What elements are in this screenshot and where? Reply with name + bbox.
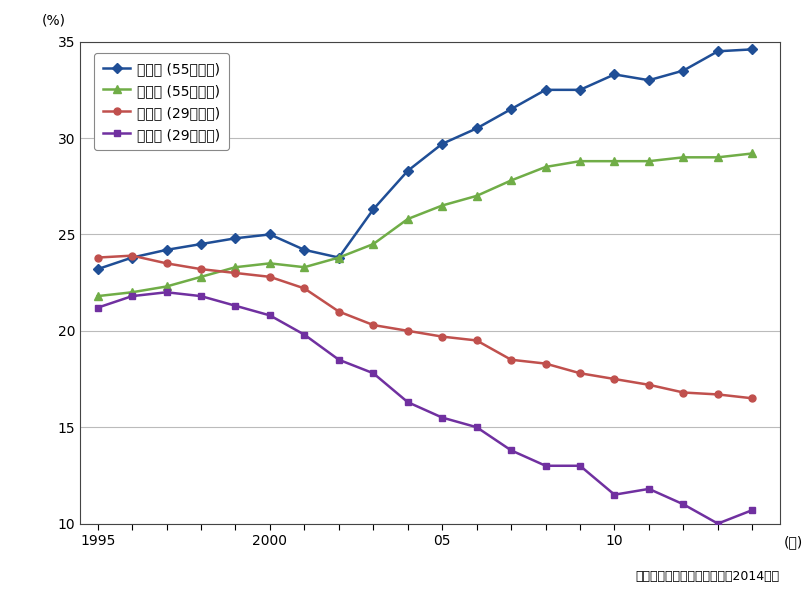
建設業 (29歳以下)	[437, 414, 446, 421]
建設業 (29歳以下)	[230, 302, 240, 309]
建設業 (55歳以上)	[402, 167, 412, 174]
全産業 (55歳以上)	[333, 254, 343, 261]
Text: (年): (年)	[782, 535, 801, 549]
建設業 (29歳以下)	[712, 520, 722, 527]
全産業 (55歳以上)	[437, 202, 446, 209]
全産業 (55歳以上)	[540, 164, 550, 171]
建設業 (55歳以上)	[609, 71, 618, 78]
建設業 (29歳以下)	[368, 369, 377, 377]
建設業 (29歳以下)	[196, 293, 206, 300]
全産業 (29歳以下)	[161, 260, 171, 267]
建設業 (29歳以下)	[402, 399, 412, 406]
全産業 (55歳以上)	[265, 260, 275, 267]
建設業 (55歳以上)	[368, 206, 377, 213]
建設業 (55歳以上)	[230, 234, 240, 242]
全産業 (29歳以下)	[471, 337, 481, 344]
全産業 (29歳以下)	[127, 252, 137, 259]
全産業 (55歳以上)	[230, 264, 240, 271]
建設業 (55歳以上)	[747, 46, 756, 53]
建設業 (55歳以上)	[196, 240, 206, 248]
全産業 (55歳以上)	[402, 215, 412, 223]
全産業 (55歳以上)	[92, 293, 102, 300]
全産業 (55歳以上)	[747, 150, 756, 157]
Line: 建設業 (29歳以下): 建設業 (29歳以下)	[94, 289, 755, 527]
建設業 (29歳以下)	[643, 486, 653, 493]
建設業 (55歳以上)	[712, 48, 722, 55]
全産業 (55歳以上)	[643, 158, 653, 165]
建設業 (29歳以下)	[678, 501, 687, 508]
全産業 (29歳以下)	[196, 265, 206, 273]
全産業 (55歳以上)	[161, 283, 171, 290]
建設業 (55歳以上)	[643, 77, 653, 84]
建設業 (55歳以上)	[300, 246, 309, 253]
全産業 (29歳以下)	[368, 321, 377, 328]
建設業 (55歳以上)	[265, 231, 275, 238]
建設業 (29歳以下)	[747, 506, 756, 513]
建設業 (55歳以上)	[437, 140, 446, 148]
全産業 (55歳以上)	[574, 158, 584, 165]
建設業 (29歳以下)	[333, 356, 343, 364]
建設業 (29歳以下)	[300, 331, 309, 338]
全産業 (29歳以下)	[437, 333, 446, 340]
建設業 (29歳以下)	[609, 491, 618, 498]
建設業 (29歳以下)	[540, 462, 550, 469]
Legend: 建設業 (55歳以上), 全産業 (55歳以上), 全産業 (29歳以下), 建設業 (29歳以下): 建設業 (55歳以上), 全産業 (55歳以上), 全産業 (29歳以下), 建…	[94, 54, 229, 150]
全産業 (29歳以下)	[643, 381, 653, 389]
建設業 (29歳以下)	[92, 304, 102, 311]
建設業 (29歳以下)	[265, 312, 275, 319]
全産業 (29歳以下)	[300, 285, 309, 292]
建設業 (29歳以下)	[161, 289, 171, 296]
全産業 (29歳以下)	[230, 270, 240, 277]
建設業 (29歳以下)	[471, 424, 481, 431]
全産業 (29歳以下)	[92, 254, 102, 261]
全産業 (55歳以上)	[368, 240, 377, 248]
全産業 (29歳以下)	[333, 308, 343, 315]
Text: 出典：総務省「労働力調査（2014）」: 出典：総務省「労働力調査（2014）」	[635, 570, 779, 583]
建設業 (55歳以上)	[471, 125, 481, 132]
全産業 (55歳以上)	[196, 273, 206, 280]
Line: 建設業 (55歳以上): 建設業 (55歳以上)	[94, 46, 755, 273]
全産業 (29歳以下)	[609, 375, 618, 383]
全産業 (29歳以下)	[265, 273, 275, 280]
建設業 (55歳以上)	[506, 105, 516, 112]
全産業 (55歳以上)	[300, 264, 309, 271]
建設業 (55歳以上)	[574, 86, 584, 93]
全産業 (55歳以上)	[678, 154, 687, 161]
Line: 全産業 (55歳以上): 全産業 (55歳以上)	[94, 150, 755, 300]
建設業 (29歳以下)	[574, 462, 584, 469]
全産業 (55歳以上)	[712, 154, 722, 161]
建設業 (55歳以上)	[678, 67, 687, 74]
建設業 (55歳以上)	[127, 254, 137, 261]
全産業 (29歳以下)	[402, 327, 412, 334]
全産業 (55歳以上)	[127, 289, 137, 296]
建設業 (55歳以上)	[333, 254, 343, 261]
建設業 (55歳以上)	[161, 246, 171, 253]
建設業 (55歳以上)	[540, 86, 550, 93]
全産業 (55歳以上)	[471, 192, 481, 199]
建設業 (29歳以下)	[127, 293, 137, 300]
Text: (%): (%)	[42, 13, 66, 27]
全産業 (29歳以下)	[540, 360, 550, 367]
建設業 (55歳以上)	[92, 265, 102, 273]
全産業 (29歳以下)	[747, 394, 756, 402]
全産業 (55歳以上)	[609, 158, 618, 165]
全産業 (29歳以下)	[506, 356, 516, 364]
全産業 (29歳以下)	[678, 389, 687, 396]
全産業 (55歳以上)	[506, 177, 516, 184]
全産業 (29歳以下)	[574, 369, 584, 377]
建設業 (29歳以下)	[506, 447, 516, 454]
全産業 (29歳以下)	[712, 391, 722, 398]
Line: 全産業 (29歳以下): 全産業 (29歳以下)	[94, 252, 755, 402]
